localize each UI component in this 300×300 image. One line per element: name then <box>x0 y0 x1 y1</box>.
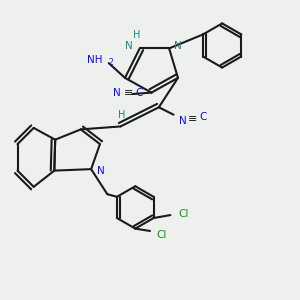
Text: Cl: Cl <box>157 230 167 240</box>
Text: N: N <box>125 41 133 51</box>
Text: N: N <box>113 88 121 98</box>
Text: NH: NH <box>87 55 102 65</box>
Text: C: C <box>199 112 206 122</box>
Text: H: H <box>118 110 126 120</box>
Text: ≡: ≡ <box>124 88 133 98</box>
Text: ≡: ≡ <box>188 114 197 124</box>
Text: Cl: Cl <box>178 209 188 219</box>
Text: N: N <box>179 116 187 126</box>
Text: C: C <box>135 88 143 98</box>
Text: N: N <box>97 167 105 176</box>
Text: 2: 2 <box>108 58 113 67</box>
Text: N: N <box>174 41 182 51</box>
Text: H: H <box>133 30 140 40</box>
